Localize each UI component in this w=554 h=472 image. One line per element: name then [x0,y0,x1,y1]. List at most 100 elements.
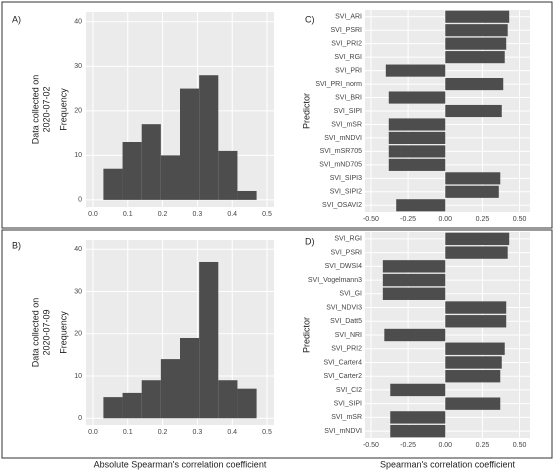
x-tick-label: 0.3 [193,211,203,218]
bar [445,10,510,23]
y-tick-label: SVI_NDVI3 [326,304,362,311]
y-tick-label: SVI_mNDVI [324,428,362,435]
x-axis-label: Spearman's correlation coefficient [380,459,516,469]
y-tick-label: SVI_CI2 [336,387,362,394]
bar [445,397,501,410]
panel-label: D) [305,236,315,246]
x-tick-label: 0.1 [123,211,133,218]
y-tick-label: SVI_ARI [335,14,362,21]
y-tick-label: SVI_mNDVI [324,135,362,142]
row-annotation: Data collected on [30,298,40,368]
bar [445,185,499,198]
x-tick-label: 0.3 [193,429,203,436]
y-tick-label: 40 [74,19,82,26]
bar [382,273,446,287]
bar [445,172,501,185]
histogram-bar [160,155,180,200]
y-tick-label: SVI_SIPI3 [330,175,362,182]
histogram-bar [122,142,142,200]
bar [390,424,446,438]
y-tick-label: SVI_mSR [331,121,362,128]
bar [445,246,508,259]
panel-label: A) [12,14,21,24]
y-tick-label: SVI_RGI [334,54,362,61]
y-tick-label: SVI_mSR705 [320,148,363,155]
y-axis-label: Frequency [58,311,68,354]
x-tick-label: 0.4 [227,429,237,436]
panel-label: C) [305,14,315,24]
y-tick-label: 30 [74,63,82,70]
x-axis-label: Absolute Spearman's correlation coeffici… [94,459,267,469]
y-tick-label: 20 [74,331,82,338]
bar [384,328,446,342]
histogram-bar [160,359,180,419]
y-tick-label: SVI_SIPI [334,401,362,408]
histogram-bar [122,392,142,419]
x-tick-label: -0.50 [363,442,379,449]
x-tick-label: 0.5 [262,429,272,436]
y-tick-label: SVI_Carter2 [323,373,362,380]
x-tick-label: 0.0 [88,429,98,436]
x-tick-label: 0.4 [227,211,237,218]
bar [388,118,446,131]
x-tick-label: 0.2 [158,429,168,436]
y-tick-label: 0 [78,415,82,422]
y-tick-label: SVI_Datt5 [330,318,362,325]
bar [445,232,510,246]
y-tick-label: SVI_PRI [335,67,362,74]
y-tick-label: SVI_SIPI [334,108,362,115]
histogram-bar [103,168,123,200]
y-tick-label: 30 [74,288,82,295]
y-tick-label: SVI_PSRI [330,249,362,256]
y-tick-label: SVI_mSR [331,414,362,421]
histogram-bar [180,337,200,419]
bar [445,51,505,64]
bar [445,24,508,37]
y-tick-label: SVI_RGI [334,236,362,243]
bar [390,411,446,424]
x-tick-label: 0.50 [513,216,527,223]
row-annotation: 2020-07-02 [41,86,51,132]
bar [385,64,446,77]
y-tick-label: SVI_NRI [335,332,362,339]
y-tick-label: SVI_SIPI2 [330,189,362,196]
bar [445,356,502,369]
y-tick-label: 40 [74,246,82,253]
y-tick-label: SVI_mND705 [319,162,362,169]
y-tick-label: SVI_PRI2 [331,346,362,353]
y-tick-label: SVI_DWSI4 [325,263,362,270]
bar [388,91,446,104]
histogram-bar [237,190,257,200]
bar [445,104,502,118]
x-tick-label: -0.25 [400,442,416,449]
histogram-bar [199,75,219,200]
y-tick-label: SVI_PSRI [330,27,362,34]
row-border [1,1,553,229]
bar [396,199,446,212]
x-tick-label: 0.0 [88,211,98,218]
x-tick-label: 0.50 [513,442,527,449]
bar [390,383,446,397]
row-annotation: 2020-07-09 [41,309,51,355]
x-tick-label: -0.50 [363,216,379,223]
histogram-bar [180,88,200,200]
bar [445,78,504,91]
bar [388,158,446,171]
bar [445,342,505,355]
x-tick-label: 0.25 [476,442,490,449]
histogram-bar [237,388,257,419]
panel-label: B) [12,240,21,250]
y-tick-label: 20 [74,108,82,115]
y-axis-label: Frequency [58,88,68,131]
y-axis-label: Predictor [301,93,311,129]
x-tick-label: 0.2 [158,211,168,218]
bar [388,131,446,144]
y-tick-label: SVI_PRI2 [331,41,362,48]
bar [445,370,501,383]
histogram-bar [218,150,238,200]
histogram-bar [218,380,238,419]
y-tick-label: SVI_OSAVI2 [322,202,362,209]
y-tick-label: SVI_PRI_norm [315,81,362,88]
x-tick-label: 0.25 [476,216,490,223]
